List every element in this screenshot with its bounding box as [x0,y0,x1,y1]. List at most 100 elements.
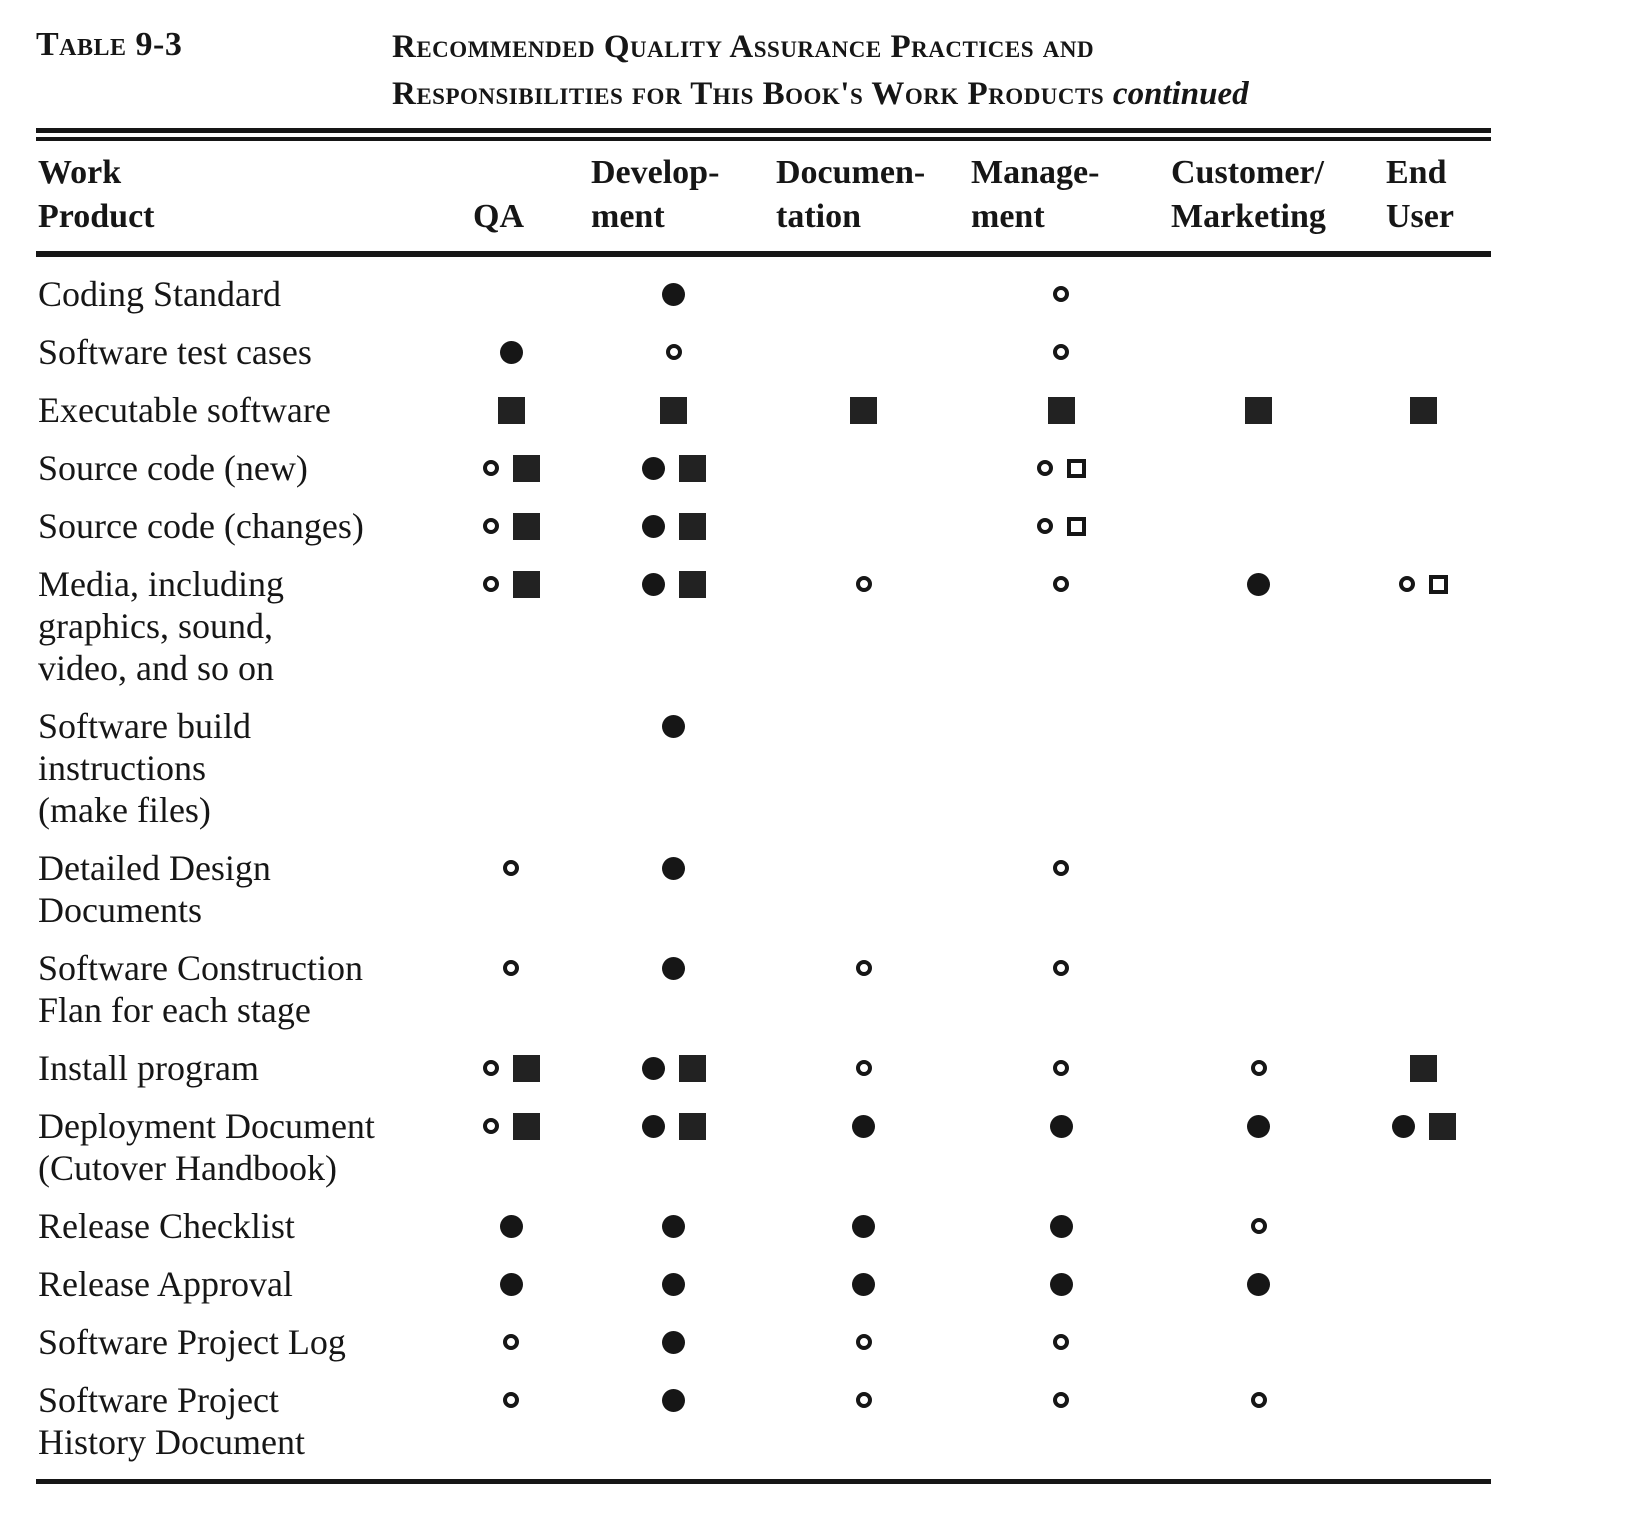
open-circle-icon [503,1334,519,1350]
open-square-icon [1066,458,1086,478]
filled-circle-icon [852,1214,875,1238]
open-circle-icon [503,860,519,876]
filled-circle-icon [662,282,685,306]
cell-development [581,505,766,547]
filled-circle-icon [499,1214,523,1238]
open-circle-icon [1250,1060,1267,1076]
open-circle-icon [855,1334,872,1350]
filled-circle-icon [662,1388,685,1412]
open-circle-icon [1250,1392,1267,1408]
work-product-name: Media, including graphics, sound, video, a… [38,564,284,688]
table-title-line2: Responsibilities for This Book's Work Pr… [392,76,1249,112]
filled-circle-icon [852,1272,875,1296]
cell-development [581,563,766,605]
table-row: Deployment Document (Cutover Handbook) [36,1105,1491,1189]
open-circle-icon [482,460,499,476]
filled-square-icon [497,396,525,424]
filled-square-icon [512,1054,540,1082]
cell-documentation [766,1105,961,1147]
filled-square-icon [678,512,706,540]
table-bottom-rule [36,1479,1491,1484]
open-circle-icon [482,1060,499,1076]
cell-development [581,847,766,889]
filled-circle-icon [1247,1272,1270,1296]
cell-management [961,389,1161,431]
cell-qa [441,847,581,889]
filled-square-icon [678,1054,706,1082]
filled-circle-icon [662,1214,685,1238]
open-square-icon [1066,516,1086,536]
cell-customer-marketing [1161,1379,1356,1421]
cell-qa [441,1321,581,1363]
cell-management [961,1205,1161,1247]
cell-documentation [766,273,961,315]
open-circle-icon [1250,1218,1267,1234]
table-row: Software test cases [36,331,1491,373]
header-bottom-rule [36,251,1491,257]
filled-square-icon [850,396,877,424]
work-product-name: Software Construction Flan for each stage [38,948,363,1030]
cell-development [581,947,766,989]
cell-customer-marketing [1161,563,1356,605]
cell-qa [441,1379,581,1421]
cell-documentation [766,505,961,547]
open-circle-icon [855,1060,872,1076]
cell-management [961,1379,1161,1421]
open-circle-icon [482,576,499,592]
filled-circle-icon [662,1272,685,1296]
cell-management [961,447,1161,489]
cell-end-user [1356,1263,1491,1305]
table-row: Source code (new) [36,447,1491,489]
filled-circle-icon [641,514,665,538]
open-circle-icon [1036,460,1053,476]
filled-circle-icon [1391,1114,1415,1138]
cell-end-user [1356,1047,1491,1089]
cell-development [581,389,766,431]
cell-end-user [1356,1379,1491,1421]
cell-documentation [766,705,961,747]
column-header-qa: QA [473,198,524,235]
cell-qa [441,1205,581,1247]
open-circle-icon [855,576,872,592]
table-row: Software Project History Document [36,1379,1491,1463]
cell-customer-marketing [1161,1205,1356,1247]
work-product-name: Release Checklist [38,1206,295,1246]
work-product-name: Software build instructions (make files) [38,706,251,830]
cell-end-user [1356,705,1491,747]
cell-qa [441,563,581,605]
cell-end-user [1356,331,1491,373]
open-circle-icon [482,518,499,534]
filled-circle-icon [641,456,665,480]
cell-documentation [766,1379,961,1421]
open-circle-icon [1053,1334,1069,1350]
cell-management [961,505,1161,547]
table-row: Executable software [36,389,1491,431]
cell-development [581,273,766,315]
cell-end-user [1356,447,1491,489]
cell-customer-marketing [1161,505,1356,547]
cell-development [581,331,766,373]
open-circle-icon [503,960,519,976]
cell-end-user [1356,563,1491,605]
cell-end-user [1356,847,1491,889]
table-body: Coding Standard Software test cases Execut… [36,257,1642,1463]
cell-management [961,331,1161,373]
filled-square-icon [1047,396,1075,424]
cell-documentation [766,1321,961,1363]
table-header-row: Work Product QA Develop-ment Documen-tation M… [36,141,1491,251]
column-header-end-user: End User [1386,154,1454,235]
filled-circle-icon [1049,1114,1073,1138]
cell-documentation [766,389,961,431]
table-number-label: Table 9-3 [36,26,183,63]
cell-management [961,847,1161,889]
cell-documentation [766,1047,961,1089]
cell-qa [441,505,581,547]
open-circle-icon [665,344,682,360]
cell-development [581,1047,766,1089]
filled-square-icon [1410,1054,1437,1082]
work-product-name: Install program [38,1048,259,1088]
cell-documentation [766,847,961,889]
column-header-development: Develop-ment [591,154,720,235]
open-circle-icon [1053,960,1069,976]
open-circle-icon [1053,860,1069,876]
